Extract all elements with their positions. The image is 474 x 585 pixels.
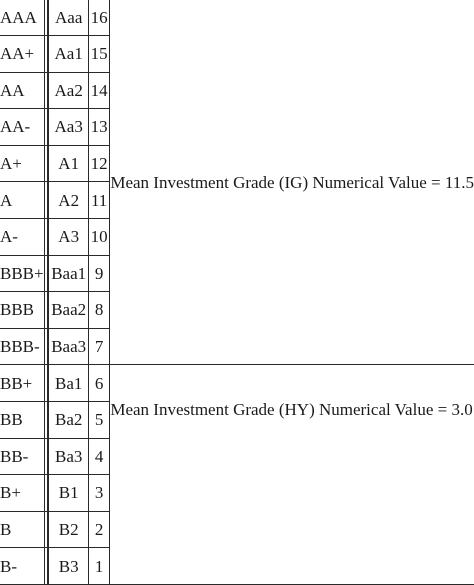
moodys-rating-cell: A1 — [48, 145, 89, 183]
numerical-value-cell: 13 — [88, 108, 111, 146]
moodys-rating-cell: A3 — [48, 218, 89, 256]
spacer-cell — [47, 72, 50, 110]
moodys-rating-cell: Baa3 — [48, 328, 89, 366]
table-row: A A2 11 — [0, 181, 474, 219]
sp-rating-cell: BBB+ — [0, 255, 46, 293]
sp-rating-cell: A- — [0, 218, 46, 256]
numerical-value-cell: 12 — [88, 145, 111, 183]
moodys-rating-cell: B2 — [48, 511, 89, 549]
numerical-value-cell: 14 — [88, 72, 111, 110]
moodys-rating-cell: Aa3 — [48, 108, 89, 146]
moodys-rating-cell: Ba3 — [48, 438, 89, 476]
spacer-cell — [47, 218, 50, 256]
sp-rating-cell: BB — [0, 401, 46, 439]
numerical-value-cell: 8 — [88, 291, 111, 329]
spacer-cell — [47, 0, 50, 36]
spacer-cell — [47, 35, 50, 73]
table-row: BBB+ Baa1 9 — [0, 255, 474, 293]
sp-rating-cell: BBB — [0, 291, 46, 329]
numerical-value-cell: 2 — [88, 511, 111, 549]
spacer-cell — [47, 401, 50, 439]
numerical-value-cell: 6 — [88, 364, 111, 402]
sp-rating-cell: BB- — [0, 438, 46, 476]
spacer-cell — [47, 364, 50, 402]
numerical-value-cell: 1 — [88, 547, 111, 585]
numerical-value-cell: 4 — [88, 438, 111, 476]
moodys-rating-cell: B1 — [48, 474, 89, 512]
ig-mean-note: Mean Investment Grade (IG) Numerical Val… — [109, 0, 474, 366]
spacer-cell — [44, 108, 48, 146]
spacer-cell — [44, 181, 48, 219]
sp-rating-cell: A+ — [0, 145, 46, 183]
sp-rating-cell: AA- — [0, 108, 46, 146]
moodys-rating-cell: Baa1 — [48, 255, 89, 293]
numerical-value-cell: 9 — [88, 255, 111, 293]
moodys-rating-cell: Aa2 — [48, 72, 89, 110]
spacer-cell — [44, 218, 48, 256]
spacer-cell — [47, 145, 50, 183]
spacer-cell — [47, 291, 50, 329]
sp-rating-cell: AAA — [0, 0, 46, 36]
spacer-cell — [47, 328, 50, 366]
table-row: BBB Baa2 8 — [0, 291, 474, 329]
sp-rating-cell: B- — [0, 547, 46, 585]
moodys-rating-cell: Ba1 — [48, 364, 89, 402]
numerical-value-cell: 3 — [88, 474, 111, 512]
spacer-cell — [47, 181, 50, 219]
numerical-value-cell: 7 — [88, 328, 111, 366]
sp-rating-cell: BB+ — [0, 364, 46, 402]
sp-rating-cell: B — [0, 511, 46, 549]
table-row: AAA Aaa 16 Mean Investment Grade (IG) Nu… — [0, 0, 474, 366]
spacer-cell — [44, 255, 48, 293]
sp-rating-cell: AA+ — [0, 35, 46, 73]
spacer-cell — [47, 108, 50, 146]
moodys-rating-cell: Baa2 — [48, 291, 89, 329]
spacer-cell — [44, 0, 48, 36]
spacer-cell — [44, 72, 48, 110]
moodys-rating-cell: A2 — [48, 181, 89, 219]
moodys-rating-cell: Aaa — [48, 0, 89, 36]
spacer-cell — [47, 255, 50, 293]
numerical-value-cell: 15 — [88, 35, 111, 73]
spacer-cell — [44, 145, 48, 183]
hy-mean-note: Mean Investment Grade (HY) Numerical Val… — [109, 364, 474, 585]
table-row: A- A3 10 — [0, 218, 474, 256]
moodys-rating-cell: Ba2 — [48, 401, 89, 439]
table-row: BB- Ba3 4 — [0, 438, 474, 476]
table-row: BB Ba2 5 — [0, 401, 474, 439]
sp-rating-cell: B+ — [0, 474, 46, 512]
spacer-cell — [44, 35, 48, 73]
table-row: AA Aa2 14 — [0, 72, 474, 110]
table-row: AA+ Aa1 15 — [0, 35, 474, 73]
table-row: A+ A1 12 — [0, 145, 474, 183]
numerical-value-cell: 10 — [88, 218, 111, 256]
spacer-cell — [44, 328, 48, 366]
spacer-cell — [44, 291, 48, 329]
sp-rating-cell: AA — [0, 72, 46, 110]
numerical-value-cell: 16 — [88, 0, 111, 36]
moodys-rating-cell: Aa1 — [48, 35, 89, 73]
spacer-cell — [44, 364, 48, 402]
moodys-rating-cell: B3 — [48, 547, 89, 585]
numerical-value-cell: 5 — [88, 401, 111, 439]
sp-rating-cell: A — [0, 181, 46, 219]
numerical-value-cell: 11 — [88, 181, 111, 219]
sp-rating-cell: BBB- — [0, 328, 46, 366]
table-row: AA- Aa3 13 — [0, 108, 474, 146]
spacer-cell — [44, 401, 48, 439]
table-row: BBB- Baa3 7 — [0, 328, 474, 366]
table-row: BB+ Ba1 6 Mean Investment Grade (HY) Num… — [0, 364, 474, 585]
